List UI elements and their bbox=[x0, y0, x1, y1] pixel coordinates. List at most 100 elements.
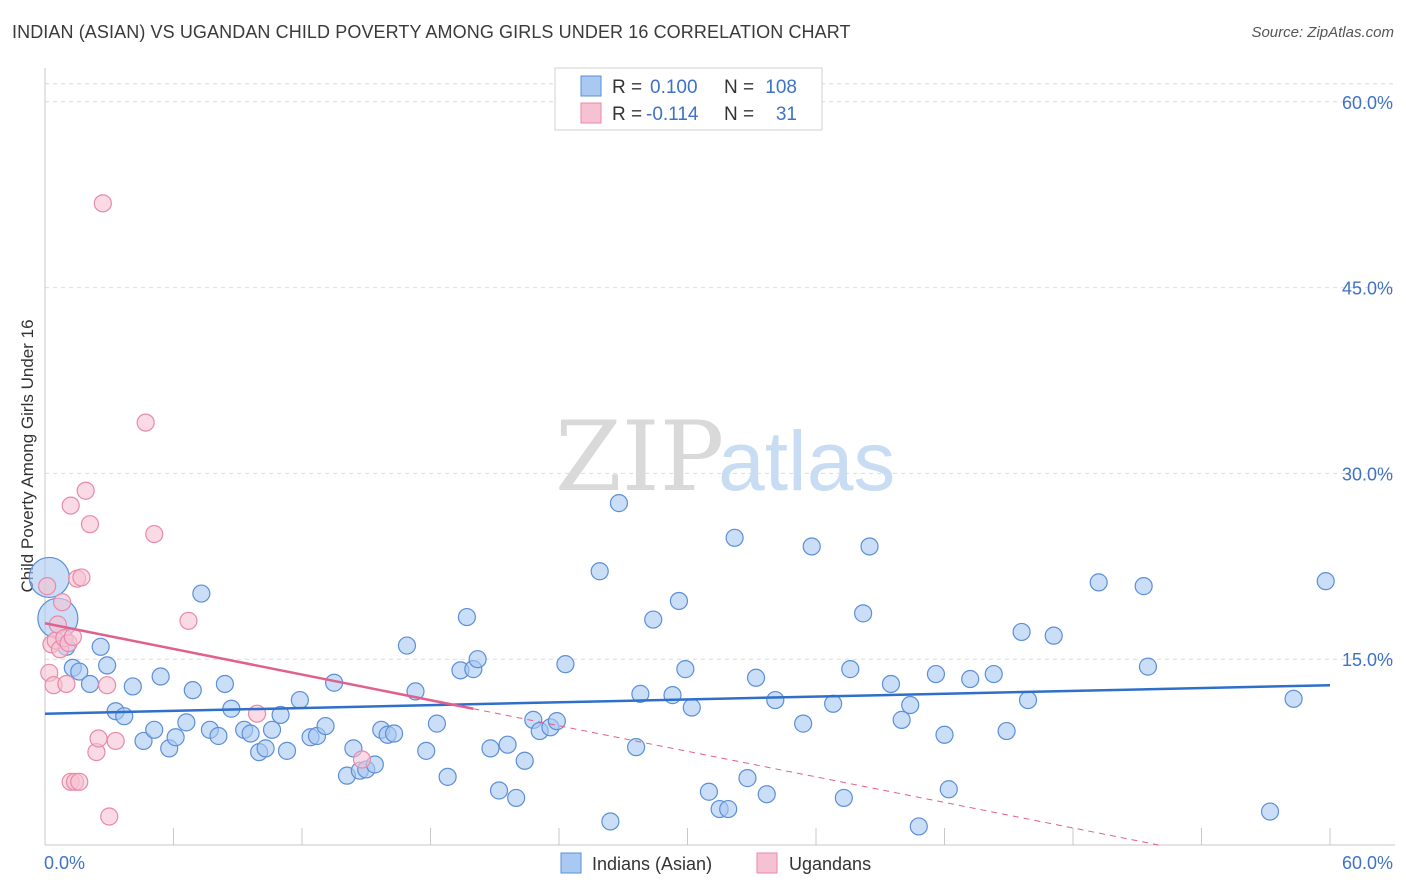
legend-n-value-2: 31 bbox=[776, 104, 797, 125]
legend-bottom-swatch-indians bbox=[560, 852, 582, 874]
point-indians bbox=[746, 668, 766, 687]
point-indians bbox=[626, 738, 646, 757]
point-ugandans bbox=[70, 772, 89, 791]
watermark-zip: ZIP bbox=[555, 401, 724, 513]
point-indians bbox=[256, 739, 275, 758]
point-ugandans bbox=[80, 515, 100, 534]
point-ugandans bbox=[352, 750, 372, 769]
point-ugandans bbox=[100, 807, 119, 826]
point-indians bbox=[507, 788, 526, 808]
point-indians bbox=[860, 537, 879, 556]
legend-bottom-label-indians: Indians (Asian) bbox=[592, 854, 712, 874]
watermark-atlas: atlas bbox=[718, 414, 895, 508]
point-indians bbox=[1089, 573, 1108, 592]
legend-top: R = 0.100 N = 108 R = -0.114 N = 31 bbox=[554, 67, 823, 131]
point-indians bbox=[98, 656, 117, 675]
point-ugandans bbox=[179, 611, 198, 630]
point-indians bbox=[725, 528, 744, 547]
point-indians bbox=[115, 707, 134, 726]
point-indians bbox=[427, 714, 447, 733]
point-ugandans bbox=[38, 577, 57, 596]
legend-bottom-swatch-ugandans bbox=[756, 852, 778, 874]
point-indians bbox=[91, 637, 110, 656]
point-indians bbox=[824, 694, 843, 713]
legend-n-value-1: 108 bbox=[765, 77, 797, 98]
point-indians bbox=[271, 705, 290, 725]
point-indians bbox=[417, 741, 436, 760]
point-indians bbox=[290, 690, 309, 710]
point-ugandans bbox=[72, 568, 91, 587]
point-indians bbox=[841, 660, 860, 679]
point-indians bbox=[961, 669, 980, 689]
point-ugandans bbox=[98, 676, 117, 695]
point-indians bbox=[644, 610, 663, 629]
point-indians bbox=[1138, 657, 1158, 676]
point-indians bbox=[601, 812, 620, 831]
point-indians bbox=[794, 714, 813, 733]
y-tick-label: 45.0% bbox=[1342, 279, 1393, 299]
point-indians bbox=[397, 636, 417, 655]
gridlines bbox=[45, 83, 1395, 660]
legend-r-label-1: R = bbox=[612, 77, 642, 98]
point-indians bbox=[1316, 572, 1335, 591]
point-indians bbox=[183, 681, 202, 700]
legend-r-value-1: 0.100 bbox=[650, 77, 698, 98]
point-indians bbox=[192, 584, 211, 603]
point-indians bbox=[997, 721, 1016, 741]
point-indians bbox=[590, 562, 609, 581]
point-indians bbox=[515, 751, 534, 770]
point-indians bbox=[909, 817, 928, 836]
watermark: ZIP atlas bbox=[555, 401, 895, 513]
point-indians bbox=[215, 674, 234, 694]
point-indians bbox=[766, 690, 785, 710]
point-indians bbox=[984, 664, 1003, 684]
y-tick-label: 60.0% bbox=[1342, 93, 1393, 113]
point-indians bbox=[834, 788, 853, 808]
point-ugandans bbox=[145, 524, 164, 544]
point-indians bbox=[547, 712, 566, 731]
point-indians bbox=[631, 684, 650, 703]
legend-swatch-ugandans bbox=[580, 102, 602, 124]
point-ugandans bbox=[89, 729, 108, 748]
point-indians bbox=[556, 655, 575, 674]
axes bbox=[44, 68, 1395, 846]
point-ugandans bbox=[53, 593, 72, 612]
point-indians bbox=[438, 767, 457, 786]
point-indians bbox=[935, 725, 954, 744]
point-indians bbox=[757, 785, 776, 804]
point-indians bbox=[468, 650, 487, 669]
point-indians bbox=[892, 710, 911, 729]
point-indians bbox=[70, 662, 89, 681]
legend-bottom: Indians (Asian) Ugandans bbox=[560, 852, 871, 874]
point-indians bbox=[498, 735, 517, 754]
source-label: Source: ZipAtlas.com bbox=[1251, 24, 1394, 41]
point-ugandans bbox=[76, 481, 95, 500]
legend-swatch-indians bbox=[580, 75, 602, 97]
x-tick-label-max: 60.0% bbox=[1342, 853, 1393, 873]
point-indians bbox=[802, 537, 821, 556]
point-indians bbox=[1134, 577, 1153, 596]
trend-line-ugandans bbox=[44, 622, 474, 710]
point-indians bbox=[481, 739, 500, 758]
point-indians bbox=[209, 726, 228, 746]
y-tick-labels: 15.0% 30.0% 45.0% 60.0% bbox=[1342, 93, 1393, 670]
point-ugandans bbox=[93, 194, 112, 213]
point-indians bbox=[145, 720, 164, 739]
point-indians bbox=[177, 713, 196, 732]
legend-r-value-2: -0.114 bbox=[646, 104, 699, 125]
point-indians bbox=[881, 674, 901, 694]
point-indians bbox=[489, 781, 509, 800]
point-indians bbox=[901, 695, 920, 715]
trend-line-ugandans-extension bbox=[473, 708, 1159, 846]
point-ugandans bbox=[57, 674, 76, 694]
point-indians bbox=[669, 591, 689, 611]
point-indians bbox=[316, 716, 335, 736]
point-indians bbox=[1044, 626, 1063, 645]
series-ugandans-points bbox=[38, 194, 372, 826]
point-indians bbox=[80, 674, 100, 694]
y-tick-label: 15.0% bbox=[1342, 650, 1393, 670]
point-indians bbox=[1284, 689, 1303, 708]
legend-n-label-2: N = bbox=[724, 104, 754, 125]
point-ugandans bbox=[61, 496, 80, 515]
